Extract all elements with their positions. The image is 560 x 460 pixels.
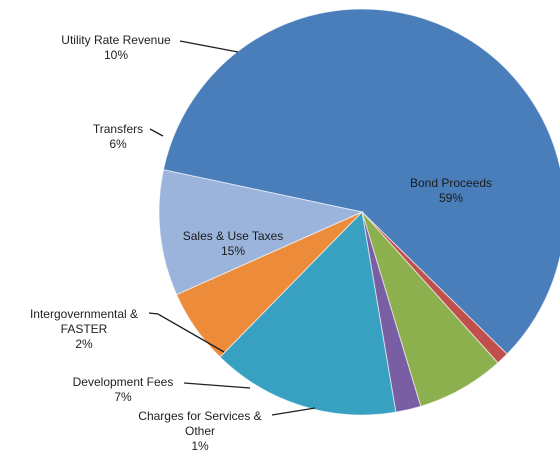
- slice-value-label-charges-for-services-and-other: 1%: [191, 439, 209, 453]
- slice-value-label-utility-rate-revenue: 10%: [104, 48, 128, 62]
- slice-value-label-sales-and-use-taxes: 15%: [221, 244, 245, 258]
- slice-value-label-bond-proceeds: 59%: [439, 191, 463, 205]
- slice-name-label-sales-and-use-taxes-0: Sales & Use Taxes: [183, 229, 284, 243]
- pie-slice-sales-and-use-taxes: [219, 210, 397, 416]
- slice-name-label-intergovernmental-and-faster-0: Intergovernmental &: [30, 307, 138, 321]
- slice-name-label-utility-rate-revenue-0: Utility Rate Revenue: [61, 33, 171, 47]
- slice-name-label-development-fees-0: Development Fees: [73, 375, 174, 389]
- leader-lines-layer: [148, 40, 316, 416]
- slice-name-label-charges-for-services-and-other-0: Charges for Services &: [138, 409, 261, 423]
- slice-name-label-intergovernmental-and-faster-1: FASTER: [61, 322, 108, 336]
- leader-line-charges-for-services-and-other: [271, 407, 316, 416]
- slice-name-label-transfers-0: Transfers: [93, 122, 143, 136]
- slice-name-label-charges-for-services-and-other-1: Other: [185, 424, 215, 438]
- slice-value-label-development-fees: 7%: [114, 390, 132, 404]
- slices-layer: [158, 8, 560, 416]
- leader-line-development-fees: [183, 382, 251, 389]
- leader-line-transfers: [149, 128, 164, 137]
- slice-name-label-bond-proceeds-0: Bond Proceeds: [410, 176, 492, 190]
- slice-value-label-transfers: 6%: [109, 137, 127, 151]
- pie-slice-utility-rate-revenue: [158, 169, 364, 296]
- leader-line-utility-rate-revenue: [179, 40, 239, 53]
- pie-slice-bond-proceeds: [162, 8, 560, 355]
- leader-line-intergovernmental-and-faster: [148, 312, 225, 353]
- slice-value-label-intergovernmental-and-faster: 2%: [75, 337, 93, 351]
